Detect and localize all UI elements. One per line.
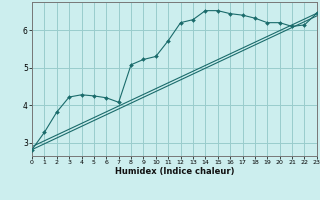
X-axis label: Humidex (Indice chaleur): Humidex (Indice chaleur) [115,167,234,176]
